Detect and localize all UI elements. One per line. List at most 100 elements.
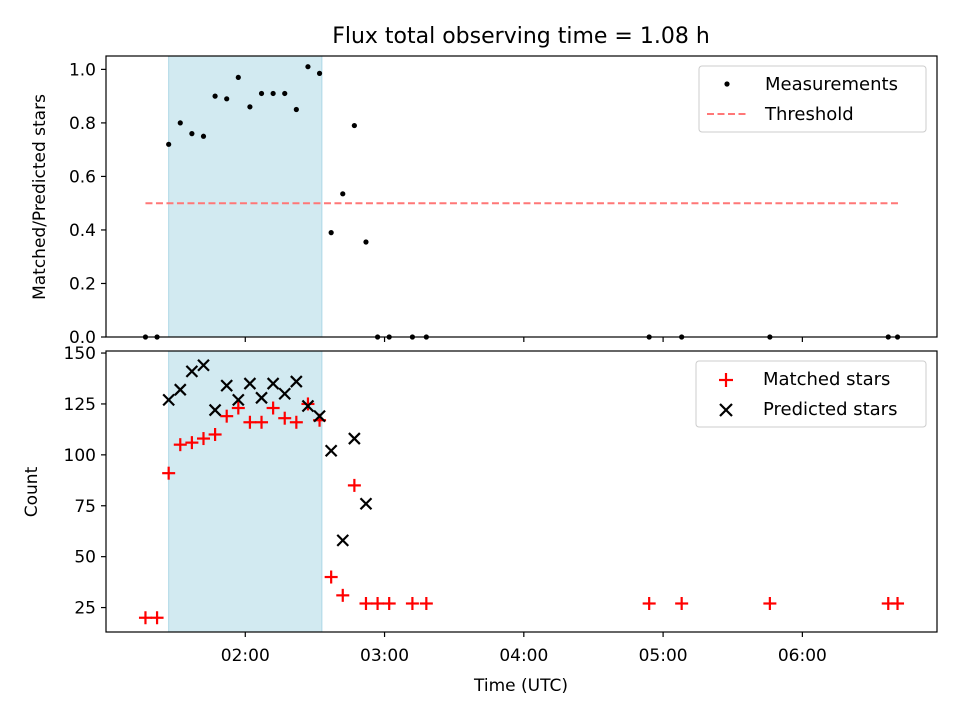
predicted-star-point: [162, 393, 175, 407]
predicted-star-points: [162, 358, 373, 547]
measurement-point: [305, 64, 311, 70]
legend-box-top: [698, 65, 927, 133]
legend-marker-predicted: [719, 403, 733, 417]
x-tick-label: 05:00: [639, 646, 688, 666]
predicted-star-point: [174, 383, 187, 396]
predicted-star-point: [301, 399, 315, 413]
matched-star-point: [231, 401, 245, 415]
axes-frame-top: [105, 55, 938, 338]
matched-star-point: [220, 409, 234, 423]
matched-star-point: [138, 611, 152, 625]
x-tick-label: 04:00: [499, 646, 548, 666]
measurement-point: [247, 104, 253, 110]
matched-star-point: [324, 570, 338, 584]
matched-star-point: [371, 596, 385, 610]
matched-star-point: [173, 438, 187, 452]
predicted-star-point: [336, 534, 350, 547]
legend-top: Measurements Threshold: [698, 65, 927, 133]
measurement-point: [351, 122, 357, 129]
predicted-star-point: [232, 393, 245, 407]
measurements-panel: 0.0 0.2 0.4 0.6 0.8 1.0 Matched/Predicted sta…: [30, 55, 938, 348]
measurement-point: [363, 239, 369, 245]
y-tick-label-top: 0.6: [69, 167, 96, 187]
legend-marker-matched: [719, 373, 733, 387]
y-tick-label-bottom: 100: [64, 446, 96, 466]
y-tick-label-top: 0.2: [69, 274, 96, 294]
matched-star-point: [255, 415, 269, 429]
legend-label-threshold: Threshold: [764, 104, 854, 125]
y-tick-label-bottom: 75: [74, 497, 96, 517]
matched-star-point: [162, 466, 176, 480]
observing-span-bottom: [168, 350, 323, 633]
matched-star-point: [642, 596, 656, 610]
matched-star-point: [405, 596, 419, 610]
x-ticks-top: [244, 337, 803, 342]
y-tick-label-bottom: 150: [64, 344, 96, 364]
shaded-span-rect-bottom: [168, 350, 323, 633]
matched-star-point: [196, 432, 210, 446]
measurement-point: [340, 191, 346, 197]
predicted-star-point: [185, 365, 199, 378]
matched-star-point: [208, 427, 222, 441]
matched-star-point: [891, 596, 905, 610]
measurement-point: [177, 120, 183, 126]
measurement-point: [316, 70, 323, 76]
shaded-span-rect-top: [168, 55, 323, 338]
measurement-point: [166, 141, 172, 147]
predicted-star-point: [313, 409, 326, 423]
predicted-star-point: [266, 377, 280, 390]
y-tick-label-top: 0.8: [69, 114, 96, 134]
predicted-star-point: [278, 387, 292, 401]
matched-star-point: [763, 596, 777, 610]
matched-star-point: [382, 596, 396, 610]
matched-star-point: [301, 397, 315, 411]
x-tick-label: 06:00: [778, 646, 827, 666]
chart-title: Flux total observing time = 1.08 h: [332, 24, 710, 49]
y-axis-label-top: Matched/Predicted stars: [30, 94, 50, 300]
predicted-star-point: [324, 444, 338, 458]
measurement-point: [293, 106, 299, 113]
axes-frame-bottom: [105, 350, 938, 633]
counts-panel: 25 50 75 100 125 150 02:00 03:00 04:00 05:00 06:0…: [22, 344, 938, 696]
x-axis-label: Time (UTC): [473, 676, 568, 696]
x-ticks-bottom: 02:00 03:00 04:00 05:00 06:00: [221, 632, 827, 666]
measurement-point: [235, 74, 241, 81]
x-tick-label: 02:00: [221, 646, 270, 666]
y-tick-label-top: 0.4: [69, 221, 96, 241]
measurement-point: [328, 230, 334, 236]
legend-label-measurements: Measurements: [765, 74, 898, 95]
matched-star-point: [185, 436, 199, 450]
y-ticks-bottom: 25 50 75 100 125 150: [64, 344, 106, 619]
measurement-point: [212, 93, 218, 99]
measurement-point: [270, 90, 276, 97]
predicted-star-point: [348, 432, 361, 445]
matched-star-point: [278, 411, 292, 425]
measurement-point: [189, 131, 195, 137]
matched-star-point: [289, 415, 303, 429]
predicted-star-point: [220, 379, 233, 392]
matched-star-point: [359, 596, 373, 610]
y-tick-label-top: 0.0: [69, 328, 96, 348]
observing-span-top: [168, 55, 323, 338]
legend-bottom: Matched stars Predicted stars: [695, 360, 927, 428]
predicted-star-point: [197, 358, 210, 372]
x-tick-label: 03:00: [360, 646, 409, 666]
legend-box-bottom: [695, 360, 927, 428]
y-tick-label-bottom: 25: [74, 599, 96, 619]
matched-star-point: [347, 478, 361, 492]
y-tick-label-bottom: 50: [74, 548, 96, 568]
y-tick-label-bottom: 125: [64, 395, 96, 415]
predicted-star-point: [255, 391, 268, 405]
y-tick-label-top: 1.0: [69, 60, 96, 80]
predicted-star-point: [290, 375, 303, 388]
matched-star-point: [243, 415, 257, 429]
predicted-star-point: [359, 497, 373, 510]
legend-label-predicted: Predicted stars: [763, 399, 897, 420]
matched-star-point: [675, 596, 689, 610]
measurement-point: [200, 133, 207, 139]
predicted-star-point: [208, 403, 222, 417]
measurement-points: [142, 64, 901, 340]
legend-label-matched: Matched stars: [763, 369, 890, 390]
matched-star-point: [336, 588, 350, 602]
